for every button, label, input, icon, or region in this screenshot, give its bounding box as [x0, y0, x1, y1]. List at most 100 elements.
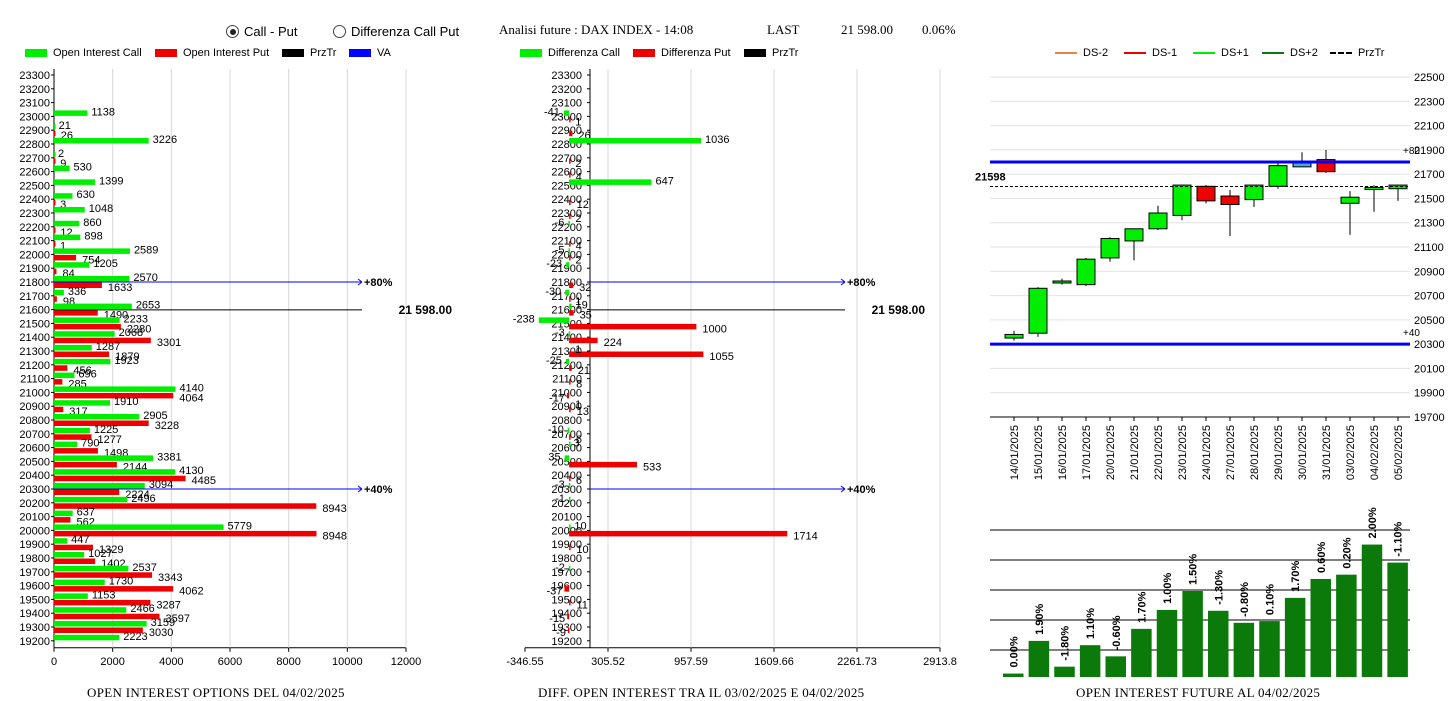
- put-value-label: 8: [576, 379, 582, 391]
- call-value-label: 2068: [119, 327, 143, 339]
- call-bar: [54, 234, 81, 241]
- radio-diff[interactable]: Differenza Call Put: [333, 24, 459, 39]
- x-tick-label: 10000: [332, 656, 363, 668]
- strike-label: 22600: [551, 167, 582, 179]
- put-bar: [54, 268, 57, 275]
- x-tick-label: 8000: [276, 656, 300, 668]
- put-bar: [54, 282, 102, 288]
- date-label: 30/01/2025: [1297, 425, 1309, 480]
- strike-label: 22600: [19, 167, 50, 179]
- candle-body: [1148, 212, 1168, 230]
- radio-call-put[interactable]: Call - Put: [226, 24, 297, 39]
- put-value-label: 1879: [115, 351, 139, 363]
- call-bar: [54, 358, 111, 365]
- call-value-label: 530: [74, 162, 92, 174]
- put-value-label: 2: [575, 254, 581, 266]
- call-value-label: 2537: [132, 562, 156, 574]
- call-value-label: 2466: [130, 603, 154, 615]
- call-bar: [54, 469, 176, 475]
- call-value-label: 637: [77, 507, 95, 519]
- strike-label: 23300: [19, 70, 50, 82]
- strike-label: 20300: [551, 484, 582, 496]
- call-bar: [54, 427, 90, 434]
- arrow-head: [357, 278, 363, 283]
- x-tick-label: 1609.66: [754, 656, 794, 668]
- call-value-label: 19: [576, 300, 588, 312]
- strike-label: 21600: [19, 305, 50, 317]
- strike-label: 21200: [19, 360, 50, 372]
- put-bar: [54, 489, 120, 495]
- future-oi-bar: [1208, 610, 1229, 677]
- future-oi-bar: [1259, 621, 1280, 677]
- call-bar: [54, 455, 154, 461]
- call-bar: [54, 138, 149, 144]
- future-oi-label: -0.80%: [1239, 582, 1251, 617]
- call-bar: [569, 441, 571, 448]
- last-change: 0.06%: [922, 22, 956, 37]
- candle-body: [1268, 165, 1288, 187]
- call-value-label: -2: [555, 562, 565, 574]
- put-value-label: 3343: [158, 572, 182, 584]
- put-value-label: 224: [604, 337, 622, 349]
- legend-przt3: PrzTr: [1330, 47, 1384, 59]
- future-oi-bar: [1387, 562, 1408, 677]
- date-label: 29/01/2025: [1273, 425, 1285, 480]
- put-bar: [54, 406, 64, 413]
- call-value-label: -6: [555, 217, 565, 229]
- call-value-label: 336: [68, 286, 86, 298]
- put-bar: [567, 627, 570, 633]
- call-bar: [54, 483, 145, 489]
- x-tick-label: 957.59: [674, 656, 708, 668]
- future-oi-label: 1.10%: [1085, 608, 1097, 639]
- put-value-label: 2: [575, 213, 581, 225]
- date-label: 14/01/2025: [1009, 425, 1021, 480]
- date-label: 23/01/2025: [1177, 425, 1189, 480]
- x-tick-label: 2261.73: [837, 656, 877, 668]
- strike-label: 19700: [551, 567, 582, 579]
- put-bar: [54, 475, 186, 482]
- call-value-label: -10: [548, 424, 564, 436]
- strike-label: 19500: [551, 594, 582, 606]
- arrow-head: [840, 488, 846, 493]
- put-value-label: 3: [60, 199, 66, 211]
- strike-label: 21500: [19, 318, 50, 330]
- call-value-label: 2905: [143, 410, 167, 422]
- call-value-label: 2233: [124, 313, 148, 325]
- strike-label: 20100: [551, 512, 582, 524]
- call-bar: [54, 414, 140, 420]
- put-bar: [569, 475, 571, 482]
- put-value-label: 4: [576, 172, 582, 184]
- candle-body: [1196, 185, 1216, 202]
- future-oi-label: -1.30%: [1213, 570, 1225, 605]
- strike-label: 19800: [551, 553, 582, 565]
- put-bar: [54, 241, 56, 247]
- future-oi-bar: [1310, 578, 1331, 677]
- put-bar: [54, 599, 151, 606]
- call-value-label: 447: [71, 534, 89, 546]
- radio-call-put-label: Call - Put: [244, 24, 298, 39]
- call-bar: [569, 524, 571, 530]
- call-bar: [568, 496, 571, 503]
- call-bar: [563, 110, 570, 116]
- put-value-label: 4062: [179, 586, 203, 598]
- call-value-label: 790: [81, 438, 99, 450]
- strike-label: 22800: [19, 139, 50, 151]
- put-bar: [54, 365, 68, 371]
- candle-body: [1004, 333, 1024, 339]
- date-label: 31/01/2025: [1321, 425, 1333, 480]
- footer-chart2: DIFF. OPEN INTEREST TRA IL 03/02/2025 E …: [538, 685, 865, 700]
- strike-label: 20000: [19, 525, 50, 537]
- y-tick-label: 22500: [1414, 72, 1445, 84]
- strike-label: 21600: [551, 305, 582, 317]
- strike-label: 21000: [19, 387, 50, 399]
- put-bar: [54, 544, 93, 551]
- date-label: 15/01/2025: [1033, 425, 1045, 480]
- call-bar: [54, 124, 56, 130]
- call-bar: [54, 400, 111, 406]
- call-value-label: 1910: [114, 396, 138, 408]
- future-oi-bar: [1131, 628, 1152, 677]
- call-bar: [565, 358, 570, 365]
- call-bar: [569, 179, 652, 185]
